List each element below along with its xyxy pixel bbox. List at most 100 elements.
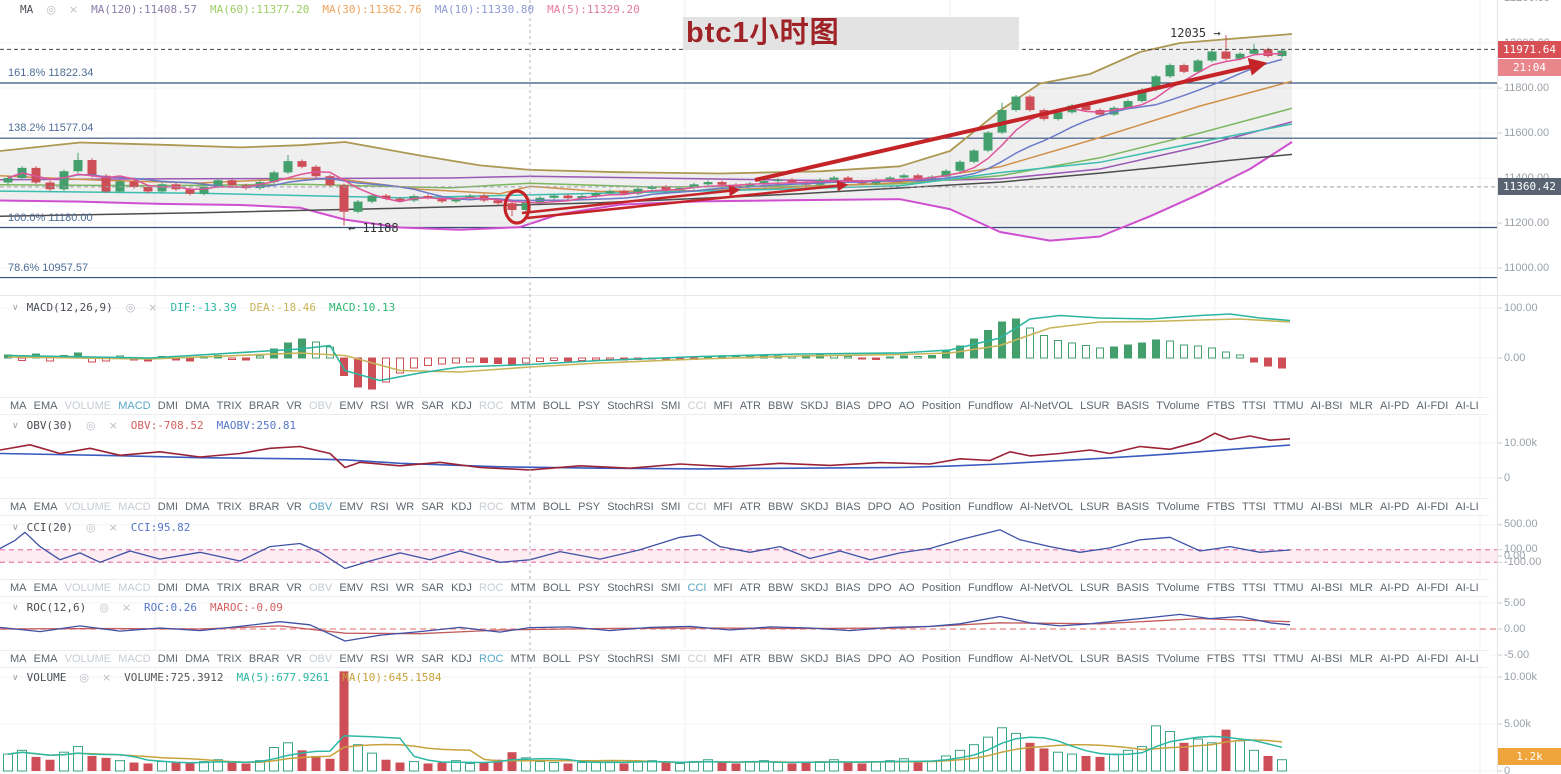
gear-icon[interactable]: ◎ xyxy=(79,671,89,684)
indicator-tab-ttsi[interactable]: TTSI xyxy=(1242,501,1266,513)
indicator-tab-ttsi[interactable]: TTSI xyxy=(1242,653,1266,665)
indicator-tab-ai-li[interactable]: AI-LI xyxy=(1455,653,1479,665)
indicator-tab-roc[interactable]: ROC xyxy=(479,400,504,412)
indicator-tab-stochrsi[interactable]: StochRSI xyxy=(607,653,654,665)
indicator-tab-trix[interactable]: TRIX xyxy=(216,400,242,412)
indicator-tab-ai-li[interactable]: AI-LI xyxy=(1455,582,1479,594)
gear-icon[interactable]: ◎ xyxy=(46,3,56,16)
indicator-tab-dpo[interactable]: DPO xyxy=(867,653,892,665)
indicator-tab-dpo[interactable]: DPO xyxy=(867,400,892,412)
gear-icon[interactable]: ◎ xyxy=(85,419,96,432)
indicator-tab-mfi[interactable]: MFI xyxy=(713,501,733,513)
indicator-tab-basis[interactable]: BASIS xyxy=(1116,582,1150,594)
indicator-tab-tvolume[interactable]: TVolume xyxy=(1156,582,1200,594)
indicator-tab-ftbs[interactable]: FTBS xyxy=(1206,582,1235,594)
indicator-tab-volume[interactable]: VOLUME xyxy=(64,653,112,665)
indicator-tab-ai-pd[interactable]: AI-PD xyxy=(1380,501,1410,513)
indicator-tab-skdj[interactable]: SKDJ xyxy=(800,653,829,665)
indicator-tab-position[interactable]: Position xyxy=(921,653,961,665)
indicator-tab-smi[interactable]: SMI xyxy=(660,582,681,594)
indicator-tab-rsi[interactable]: RSI xyxy=(370,400,389,412)
indicator-tab-emv[interactable]: EMV xyxy=(339,501,364,513)
indicator-tab-boll[interactable]: BOLL xyxy=(542,582,571,594)
indicator-tab-psy[interactable]: PSY xyxy=(578,653,601,665)
indicator-tab-atr[interactable]: ATR xyxy=(739,582,761,594)
indicator-tab-roc[interactable]: ROC xyxy=(479,501,504,513)
indicator-tab-dpo[interactable]: DPO xyxy=(867,582,892,594)
indicator-tab-cci[interactable]: CCI xyxy=(687,501,707,513)
indicator-tab-wr[interactable]: WR xyxy=(395,582,415,594)
indicator-tab-sar[interactable]: SAR xyxy=(421,501,444,513)
indicator-tab-trix[interactable]: TRIX xyxy=(216,582,242,594)
indicator-tab-cci[interactable]: CCI xyxy=(687,582,707,594)
indicator-tab-rsi[interactable]: RSI xyxy=(370,653,389,665)
indicator-tab-ttsi[interactable]: TTSI xyxy=(1242,400,1266,412)
indicator-tab-kdj[interactable]: KDJ xyxy=(451,400,472,412)
indicator-tab-basis[interactable]: BASIS xyxy=(1116,653,1150,665)
indicator-tab-bbw[interactable]: BBW xyxy=(768,653,794,665)
indicator-tab-dmi[interactable]: DMI xyxy=(157,400,178,412)
indicator-tab-bias[interactable]: BIAS xyxy=(835,400,861,412)
close-icon[interactable]: × xyxy=(121,601,132,614)
indicator-tab-wr[interactable]: WR xyxy=(395,400,415,412)
indicator-tab-boll[interactable]: BOLL xyxy=(542,501,571,513)
indicator-tab-stochrsi[interactable]: StochRSI xyxy=(607,400,654,412)
indicator-tab-ma[interactable]: MA xyxy=(10,400,27,412)
indicator-tab-mtm[interactable]: MTM xyxy=(510,582,536,594)
indicator-tab-lsur[interactable]: LSUR xyxy=(1080,653,1110,665)
indicator-tab-psy[interactable]: PSY xyxy=(578,582,601,594)
indicator-tab-lsur[interactable]: LSUR xyxy=(1080,582,1110,594)
indicator-tab-vr[interactable]: VR xyxy=(286,501,302,513)
indicator-tab-bias[interactable]: BIAS xyxy=(835,582,861,594)
indicator-tab-mlr[interactable]: MLR xyxy=(1349,582,1373,594)
indicator-tab-boll[interactable]: BOLL xyxy=(542,400,571,412)
indicator-tab-bbw[interactable]: BBW xyxy=(768,501,794,513)
indicator-tab-smi[interactable]: SMI xyxy=(660,501,681,513)
indicator-tab-bias[interactable]: BIAS xyxy=(835,653,861,665)
indicator-tab-skdj[interactable]: SKDJ xyxy=(800,582,829,594)
indicator-tab-wr[interactable]: WR xyxy=(395,653,415,665)
indicator-tab-emv[interactable]: EMV xyxy=(339,582,364,594)
indicator-tab-dma[interactable]: DMA xyxy=(185,400,210,412)
indicator-tab-ao[interactable]: AO xyxy=(898,400,915,412)
indicator-tab-tvolume[interactable]: TVolume xyxy=(1156,653,1200,665)
indicator-tab-ema[interactable]: EMA xyxy=(33,582,58,594)
indicator-tab-ma[interactable]: MA xyxy=(10,501,27,513)
indicator-tab-ao[interactable]: AO xyxy=(898,582,915,594)
chevron-down-icon[interactable]: ∨ xyxy=(12,302,19,313)
indicator-tab-stochrsi[interactable]: StochRSI xyxy=(607,582,654,594)
indicator-tab-ai-bsi[interactable]: AI-BSI xyxy=(1310,400,1343,412)
chevron-down-icon[interactable]: ∨ xyxy=(12,420,19,431)
indicator-tab-brar[interactable]: BRAR xyxy=(248,501,280,513)
indicator-tab-ai-li[interactable]: AI-LI xyxy=(1455,400,1479,412)
indicator-tab-mtm[interactable]: MTM xyxy=(510,653,536,665)
indicator-tab-atr[interactable]: ATR xyxy=(739,400,761,412)
indicator-tab-vr[interactable]: VR xyxy=(286,400,302,412)
indicator-tab-skdj[interactable]: SKDJ xyxy=(800,400,829,412)
indicator-tab-kdj[interactable]: KDJ xyxy=(451,582,472,594)
indicator-tab-fundflow[interactable]: Fundflow xyxy=(968,653,1013,665)
indicator-tab-psy[interactable]: PSY xyxy=(578,501,601,513)
indicator-tab-ai-pd[interactable]: AI-PD xyxy=(1380,653,1410,665)
indicator-tab-atr[interactable]: ATR xyxy=(739,653,761,665)
indicator-tab-kdj[interactable]: KDJ xyxy=(451,653,472,665)
indicator-tab-ai-bsi[interactable]: AI-BSI xyxy=(1310,501,1343,513)
indicator-tab-smi[interactable]: SMI xyxy=(660,400,681,412)
indicator-tab-position[interactable]: Position xyxy=(921,582,961,594)
indicator-tab-trix[interactable]: TRIX xyxy=(216,653,242,665)
indicator-tab-ai-fdi[interactable]: AI-FDI xyxy=(1416,501,1449,513)
indicator-tab-stochrsi[interactable]: StochRSI xyxy=(607,501,654,513)
indicator-tab-ai-pd[interactable]: AI-PD xyxy=(1380,400,1410,412)
indicator-tab-macd[interactable]: MACD xyxy=(118,653,151,665)
indicator-tab-bbw[interactable]: BBW xyxy=(768,400,794,412)
indicator-tab-dma[interactable]: DMA xyxy=(185,653,210,665)
indicator-tab-macd[interactable]: MACD xyxy=(118,501,151,513)
indicator-tab-obv[interactable]: OBV xyxy=(309,653,333,665)
indicator-tab-ftbs[interactable]: FTBS xyxy=(1206,653,1235,665)
indicator-tab-macd[interactable]: MACD xyxy=(118,400,151,412)
close-icon[interactable]: × xyxy=(148,301,158,314)
indicator-tab-ttmu[interactable]: TTMU xyxy=(1273,501,1304,513)
indicator-tab-position[interactable]: Position xyxy=(921,501,961,513)
indicator-tab-brar[interactable]: BRAR xyxy=(248,653,280,665)
indicator-tab-ao[interactable]: AO xyxy=(898,653,915,665)
